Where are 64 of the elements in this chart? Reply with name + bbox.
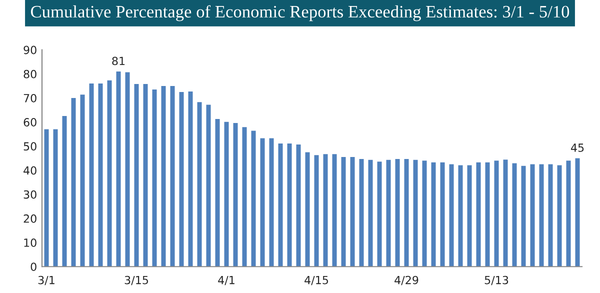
bar [548, 164, 553, 267]
chart-title: Cumulative Percentage of Economic Reports Exceeding Estimates: 3/1 - 5/10 [30, 5, 570, 22]
bar [116, 71, 121, 267]
y-tick-label: 30 [24, 190, 36, 199]
y-tick-label: 10 [24, 238, 36, 247]
data-label: 45 [570, 144, 584, 152]
bar [503, 160, 508, 267]
bar [161, 86, 166, 267]
bar [521, 166, 526, 267]
y-tick-label: 0 [30, 262, 36, 272]
bar [539, 164, 544, 267]
bar [80, 94, 85, 267]
x-tick-label: 3/1 [38, 276, 54, 286]
x-tick-label: 3/15 [124, 276, 148, 286]
bar [476, 162, 481, 267]
bar [377, 162, 382, 267]
bar [566, 160, 571, 267]
bar [44, 129, 49, 267]
y-tick-label: 40 [24, 166, 36, 175]
bar [188, 91, 193, 267]
bar [341, 157, 346, 267]
bar [251, 130, 256, 267]
bar [467, 165, 472, 267]
bar [62, 116, 67, 267]
bar [206, 104, 211, 267]
bar [134, 84, 139, 267]
bar [152, 90, 157, 267]
data-label: 81 [112, 56, 125, 66]
y-tick-label: 80 [24, 70, 36, 78]
y-tick-label: 60 [24, 118, 36, 126]
bar [575, 158, 580, 267]
y-tick-label: 90 [24, 46, 36, 54]
y-tick-label: 70 [24, 94, 36, 102]
x-tick-label: 4/1 [218, 276, 234, 286]
bar [449, 164, 454, 267]
bar [269, 138, 274, 267]
x-tick-label: 4/29 [394, 276, 418, 286]
bar [404, 158, 409, 267]
bar [242, 127, 247, 267]
bar [368, 160, 373, 267]
x-tick-label: 4/15 [304, 276, 328, 286]
bar [179, 92, 184, 267]
bar [395, 158, 400, 267]
bar [512, 163, 517, 267]
bar [494, 160, 499, 267]
x-tick-label: 5/13 [484, 276, 508, 286]
bar [89, 84, 94, 267]
bar [98, 84, 103, 267]
y-tick-label: 50 [24, 142, 36, 151]
bar [314, 155, 319, 267]
bar [278, 144, 283, 267]
bar [125, 72, 130, 267]
bar [350, 157, 355, 267]
y-tick-label: 20 [24, 214, 36, 223]
bar [53, 129, 58, 267]
bar [215, 118, 220, 267]
bar [431, 162, 436, 267]
bar [170, 86, 175, 267]
bar [107, 80, 112, 267]
bar [71, 98, 76, 267]
bar [422, 160, 427, 267]
bar [305, 152, 310, 267]
bar [287, 144, 292, 267]
bar [332, 154, 337, 267]
